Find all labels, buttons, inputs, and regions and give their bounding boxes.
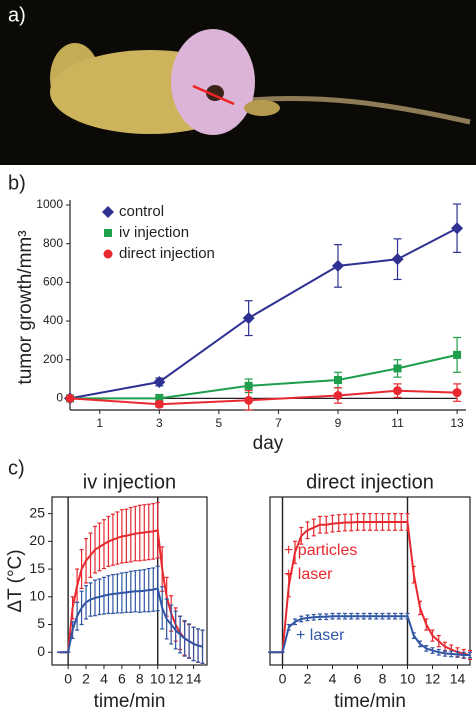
x-tick-label: 0 xyxy=(279,671,287,687)
x-tick-label: 13 xyxy=(450,416,464,430)
legend-marker xyxy=(102,206,114,218)
data-line xyxy=(270,521,471,656)
x-tick-label: 5 xyxy=(216,416,223,430)
x-tick-label: 11 xyxy=(391,416,404,430)
y-tick-label: 10 xyxy=(29,588,45,604)
x-tick-label: 12 xyxy=(425,671,441,687)
annotation: + laser xyxy=(284,566,333,583)
panel-label: b) xyxy=(8,172,26,194)
x-tick-label: 2 xyxy=(82,671,90,687)
y-axis-label: ΔT (°C) xyxy=(5,549,26,612)
legend-label: iv injection xyxy=(119,224,189,241)
data-line xyxy=(70,353,458,400)
data-point xyxy=(393,364,402,373)
x-axis-label: day xyxy=(253,433,284,454)
data-point xyxy=(453,350,462,359)
panel-label: c) xyxy=(8,457,25,479)
mouse-photo xyxy=(0,0,476,165)
annotation: + laser xyxy=(296,627,345,644)
annotation: + particles xyxy=(284,542,357,559)
x-axis-label: time/min xyxy=(334,691,406,712)
x-tick-label: 14 xyxy=(186,671,202,687)
error-bar xyxy=(200,629,205,664)
data-point xyxy=(452,388,462,398)
x-tick-label: 10 xyxy=(400,671,416,687)
x-tick-label: 3 xyxy=(156,416,163,430)
x-axis-label: time/min xyxy=(94,691,166,712)
legend-marker xyxy=(103,249,113,259)
data-point xyxy=(391,253,404,266)
data-point xyxy=(333,390,343,400)
x-tick-label: 14 xyxy=(450,671,466,687)
y-tick-label: 20 xyxy=(29,532,45,548)
x-tick-label: 8 xyxy=(136,671,144,687)
data-line xyxy=(59,529,203,654)
y-tick-label: 5 xyxy=(37,615,45,631)
data-point xyxy=(333,376,342,385)
data-point xyxy=(154,399,164,409)
x-tick-label: 1 xyxy=(96,416,103,430)
x-tick-label: 2 xyxy=(304,671,312,687)
x-tick-label: 0 xyxy=(64,671,72,687)
y-tick-label: 400 xyxy=(43,313,63,327)
data-line xyxy=(270,615,470,656)
y-tick-label: 200 xyxy=(43,352,63,366)
chart-title: iv injection xyxy=(83,471,176,493)
x-tick-label: 10 xyxy=(150,671,166,687)
y-tick-label: 0 xyxy=(56,391,63,405)
x-tick-label: 8 xyxy=(379,671,387,687)
data-line xyxy=(69,227,458,400)
y-tick-label: 0 xyxy=(37,643,45,659)
x-tick-label: 4 xyxy=(329,671,337,687)
y-axis-label: tumor growth/mm³ xyxy=(15,230,36,384)
chart-title: direct injection xyxy=(306,471,434,493)
x-tick-label: 4 xyxy=(100,671,108,687)
y-tick-label: 15 xyxy=(29,560,45,576)
x-tick-label: 12 xyxy=(168,671,184,687)
y-tick-label: 800 xyxy=(43,236,63,250)
plot-frame xyxy=(269,496,471,666)
data-point xyxy=(451,222,464,235)
data-point xyxy=(244,381,253,390)
plot-frame xyxy=(51,496,208,666)
panel-label: a) xyxy=(8,4,26,26)
data-point xyxy=(244,395,254,405)
y-tick-label: 25 xyxy=(29,504,45,520)
x-tick-label: 6 xyxy=(118,671,126,687)
legend-label: direct injection xyxy=(119,245,215,262)
y-tick-label: 600 xyxy=(43,275,63,289)
data-line xyxy=(59,587,203,654)
data-point xyxy=(153,375,166,388)
legend-label: control xyxy=(119,203,164,220)
data-point xyxy=(155,394,164,403)
data-point xyxy=(393,386,403,396)
data-line xyxy=(69,389,458,406)
x-tick-label: 7 xyxy=(275,416,282,430)
data-point xyxy=(242,312,255,325)
y-tick-label: 1000 xyxy=(36,197,63,211)
data-point xyxy=(331,259,344,272)
x-tick-label: 6 xyxy=(354,671,362,687)
data-point xyxy=(65,393,75,403)
x-tick-label: 9 xyxy=(335,416,342,430)
legend-marker xyxy=(104,229,112,237)
